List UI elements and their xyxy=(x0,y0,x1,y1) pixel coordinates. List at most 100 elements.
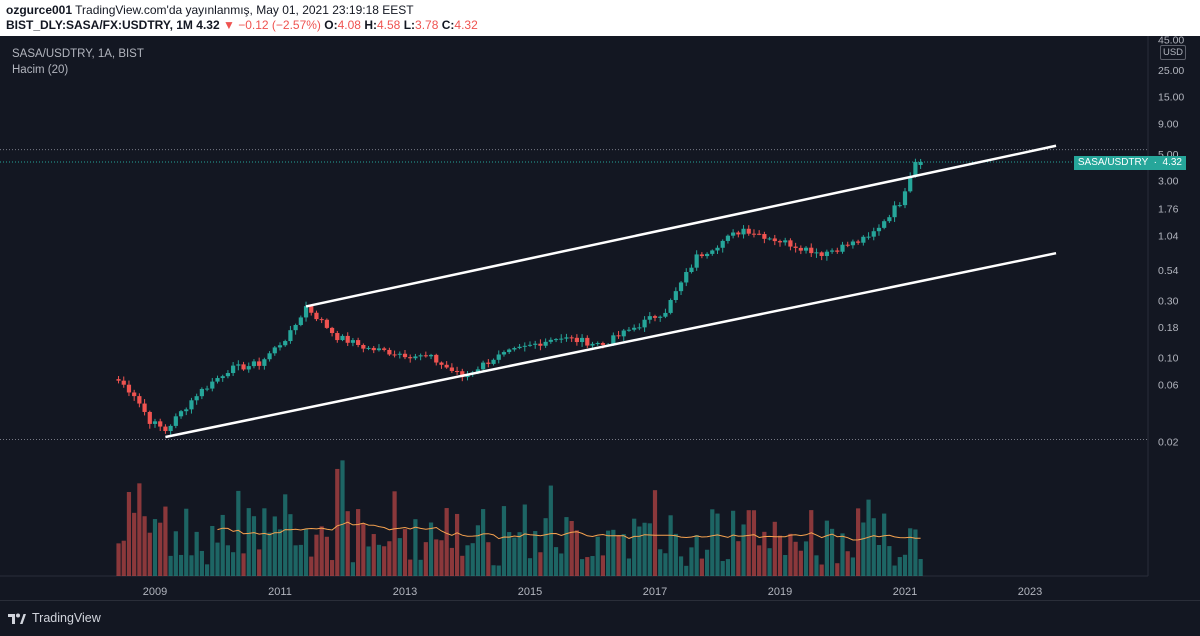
candle-body xyxy=(642,319,647,328)
price-tag-separator: · xyxy=(1150,157,1160,168)
volume-bar xyxy=(803,541,809,576)
volume-bar xyxy=(449,547,454,576)
candle-body xyxy=(741,228,746,235)
candle-body xyxy=(262,359,267,366)
volume-bar xyxy=(522,504,527,576)
volume-bar xyxy=(694,535,699,576)
candle-body xyxy=(663,312,668,317)
legend-volume[interactable]: Hacim (20) xyxy=(12,64,69,76)
candle-body xyxy=(616,335,621,337)
candle-body xyxy=(142,403,147,412)
volume-bar xyxy=(538,552,543,576)
candle-body xyxy=(402,353,408,358)
volume-bar xyxy=(428,522,434,576)
currency-box[interactable]: USD xyxy=(1160,45,1186,60)
candle-body xyxy=(507,349,512,353)
volume-bar xyxy=(194,531,199,576)
candle-body xyxy=(689,267,694,273)
volume-bar xyxy=(715,513,720,576)
candle-body xyxy=(913,161,918,177)
candle-body xyxy=(366,347,371,349)
price-tick-label: 0.54 xyxy=(1158,265,1179,277)
candle-body xyxy=(257,361,262,366)
candle-body xyxy=(293,324,298,331)
candle-body xyxy=(652,316,658,318)
volume-bar xyxy=(303,529,309,576)
channel-lower-line xyxy=(165,251,1057,439)
volume-bar xyxy=(626,558,632,576)
volume-ma-line xyxy=(217,521,921,541)
candle-body xyxy=(147,411,152,424)
candle-body xyxy=(543,341,548,346)
candle-body xyxy=(611,335,616,345)
volume-bar xyxy=(600,555,606,576)
candle-body xyxy=(637,327,642,329)
candle-body xyxy=(277,345,283,348)
tradingview-brand[interactable]: TradingView xyxy=(8,611,101,625)
volume-bar xyxy=(871,518,876,576)
volume-bar xyxy=(559,553,564,576)
open-value: 4.08 xyxy=(337,18,361,32)
volume-bar xyxy=(126,492,132,576)
candle-body xyxy=(803,247,809,251)
volume-bar xyxy=(887,546,892,576)
volume-bar xyxy=(283,494,288,576)
volume-bar xyxy=(595,536,600,576)
volume-bar xyxy=(220,514,225,576)
price-tick-label: 45.00 xyxy=(1158,36,1184,46)
candle-body xyxy=(303,306,309,318)
candle-body xyxy=(163,426,168,432)
volume-bar xyxy=(132,512,137,576)
candle-body xyxy=(152,421,158,424)
volume-bar xyxy=(606,530,611,576)
candle-body xyxy=(751,233,757,235)
candle-body xyxy=(267,353,272,360)
volume-bar xyxy=(309,556,314,576)
volume-bar xyxy=(257,549,262,576)
candle-body xyxy=(272,347,277,354)
legend-symbol[interactable]: SASA/USDTRY, 1A, BIST xyxy=(12,48,144,60)
volume-bar xyxy=(569,520,574,576)
publisher-username[interactable]: ozgurce001 xyxy=(6,3,73,17)
candle-body xyxy=(553,339,559,341)
volume-bar xyxy=(637,526,642,576)
time-tick-label: 2009 xyxy=(143,586,167,598)
volume-bar xyxy=(751,510,757,576)
candle-body xyxy=(340,335,345,341)
price-tick-label: 1.04 xyxy=(1158,231,1179,243)
volume-bar xyxy=(699,558,704,576)
candle-body xyxy=(793,246,798,248)
chart-area[interactable]: 45.00 25.00 15.00 9.00 5.00 3.00 1.76 1.04 0.54 0… xyxy=(0,36,1200,600)
candle-body xyxy=(736,232,741,235)
volume-bar xyxy=(137,483,142,576)
volume-bar xyxy=(382,546,387,576)
price-tag-value: 4.32 xyxy=(1162,157,1182,168)
candle-body xyxy=(173,416,178,426)
candle-body xyxy=(184,409,189,412)
candle-body xyxy=(428,354,434,357)
candle-body xyxy=(376,348,382,351)
volume-bar xyxy=(251,516,257,576)
candle-body xyxy=(324,319,329,328)
volume-bar xyxy=(673,533,678,576)
volume-bar xyxy=(231,552,236,576)
candle-body xyxy=(569,337,574,339)
volume-bar xyxy=(507,532,512,576)
candle-body xyxy=(861,236,866,243)
candle-body xyxy=(678,282,684,292)
volume-bar xyxy=(288,514,293,576)
volume-bar xyxy=(835,563,840,576)
candle-body xyxy=(486,362,491,364)
volume-bar xyxy=(335,468,340,576)
volume-bar xyxy=(663,553,668,576)
time-tick-label: 2011 xyxy=(268,586,292,598)
candle-body xyxy=(356,340,361,346)
price-tick-label: 25.00 xyxy=(1158,65,1184,77)
volume-bar xyxy=(173,531,178,576)
volume-bar xyxy=(204,564,210,576)
candle-body xyxy=(168,425,173,432)
candle-body xyxy=(288,330,293,342)
chart-canvas[interactable]: 45.0025.0015.009.005.003.001.761.040.540… xyxy=(0,36,1200,600)
volume-bar xyxy=(642,522,647,576)
volume-bar xyxy=(439,540,444,576)
